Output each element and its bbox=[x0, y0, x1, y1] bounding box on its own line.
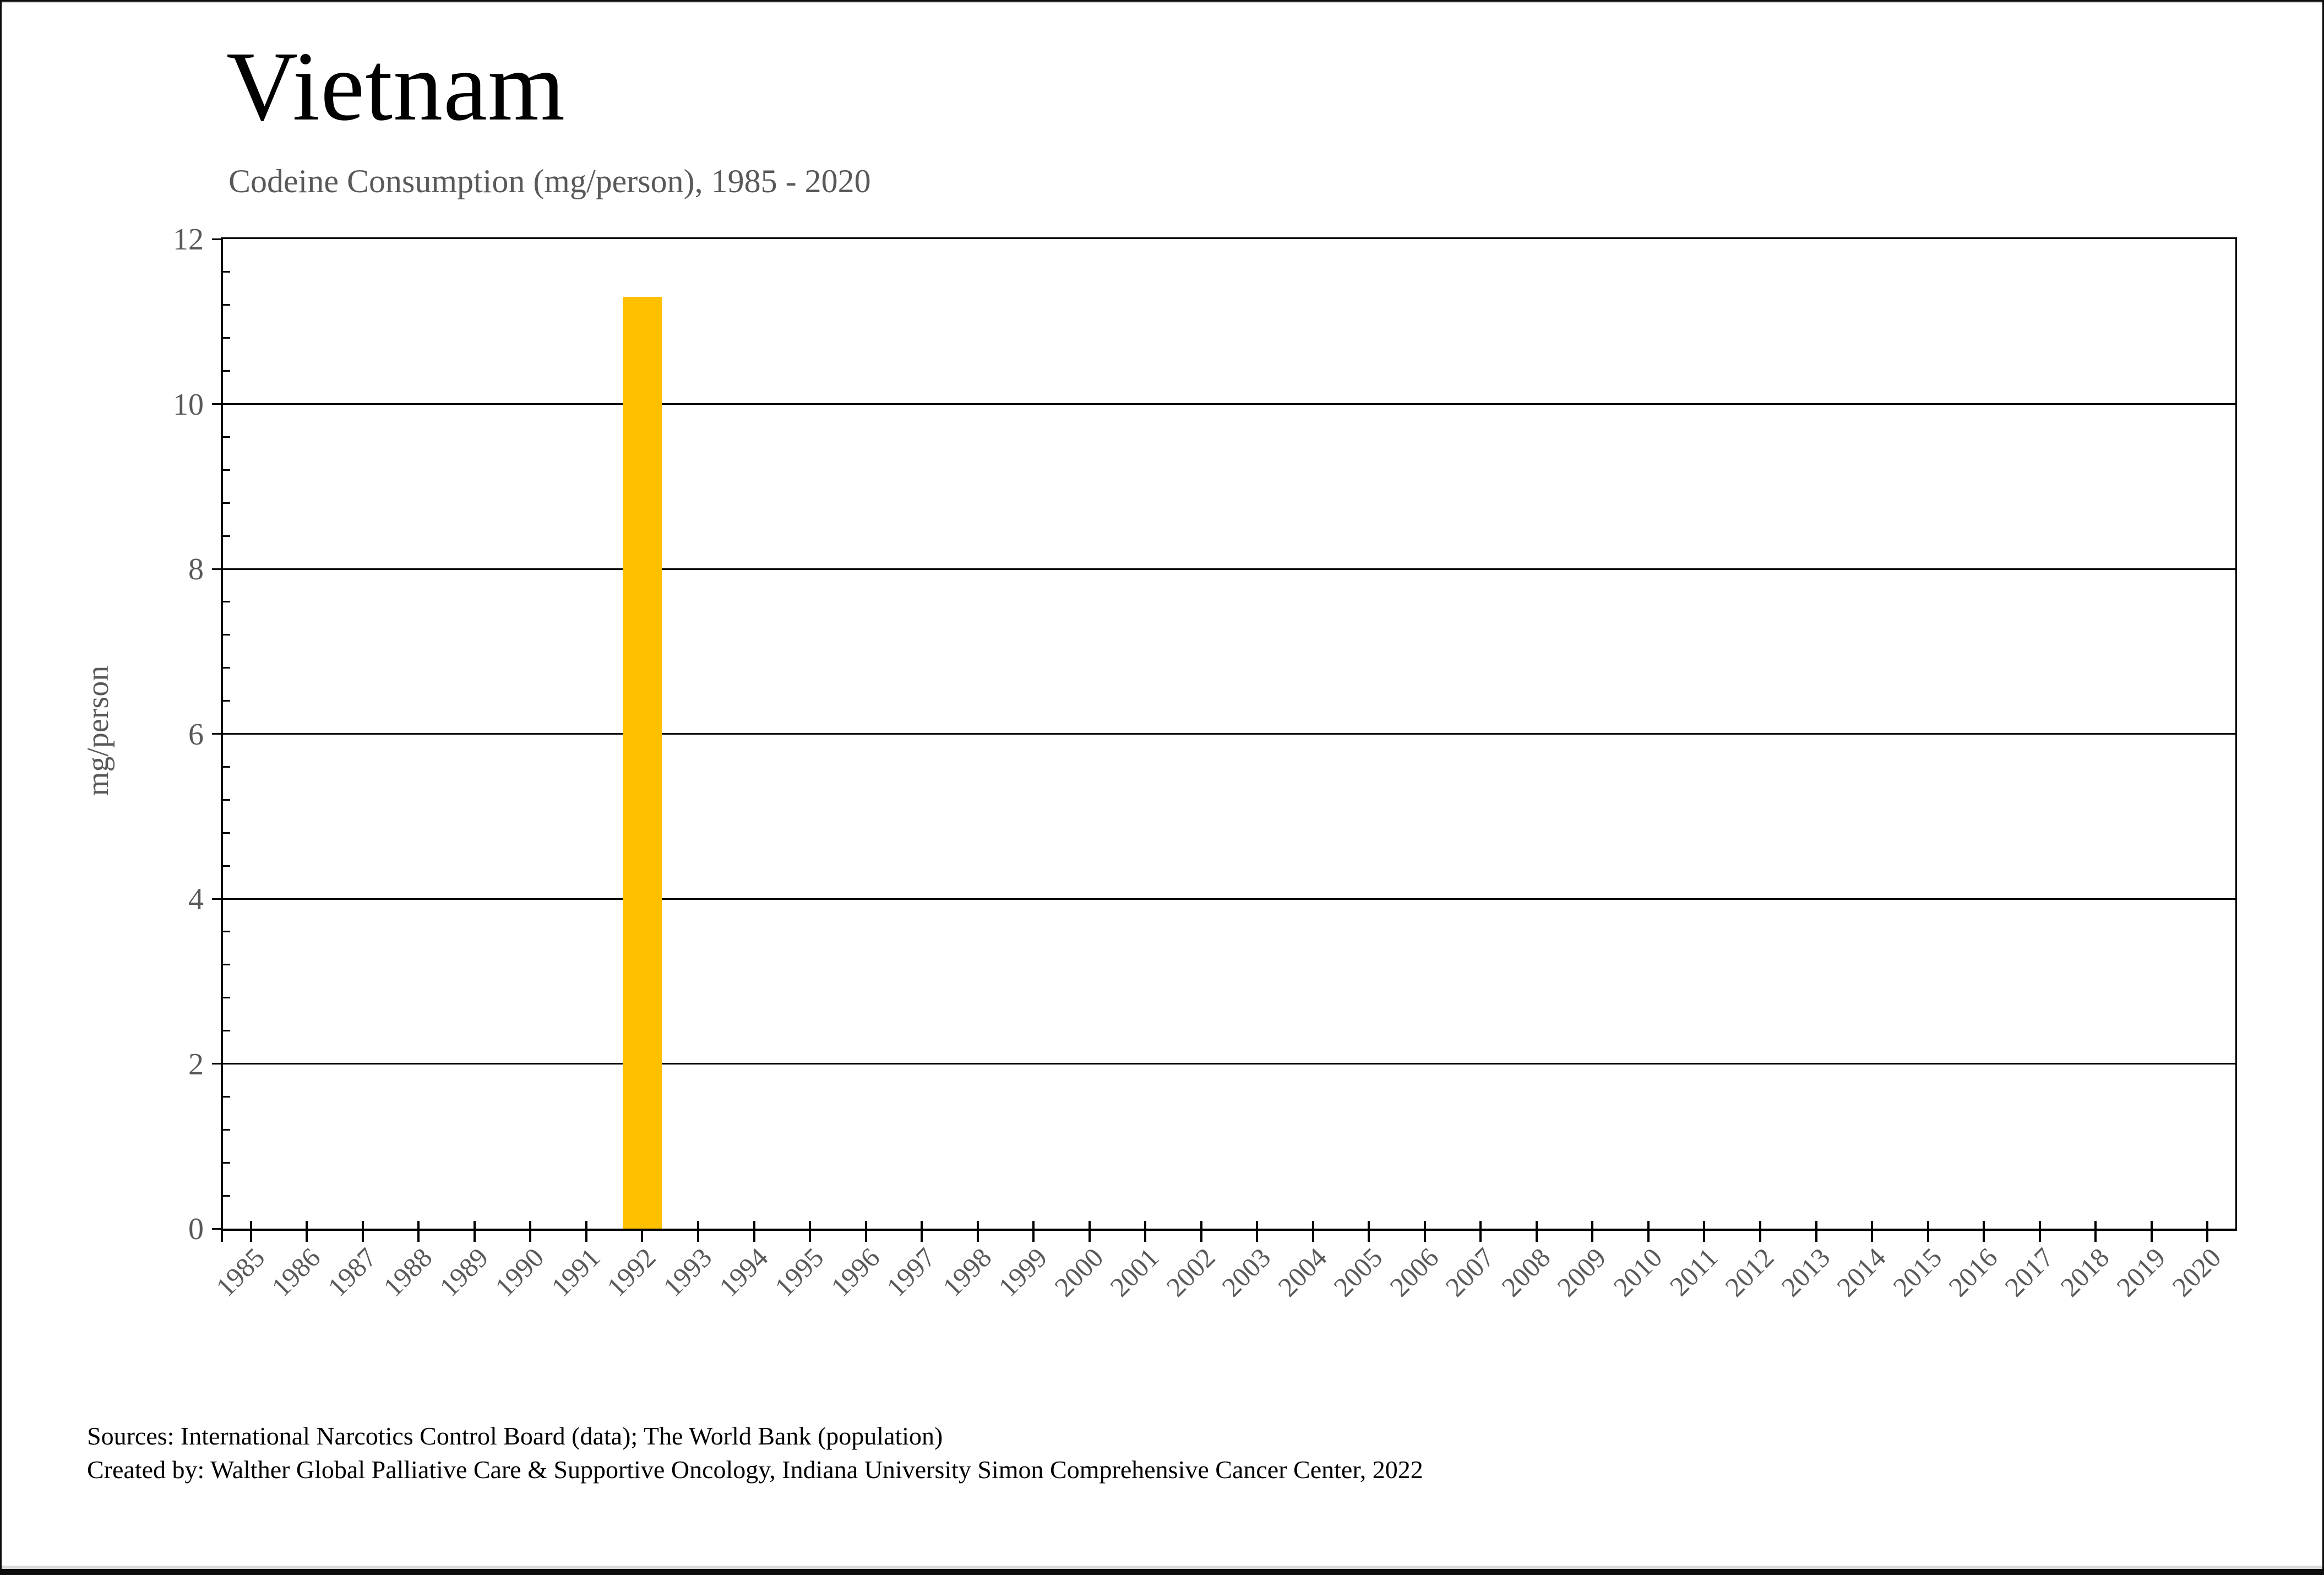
chart-title: Vietnam bbox=[226, 31, 565, 141]
y-minor-tick bbox=[223, 997, 230, 999]
plot-area: 0 2 4 6 8 10 12 1985 1986 1987 1988 1989 1990 1991 199… bbox=[173, 224, 2237, 1302]
x-tick-2002 bbox=[1200, 1221, 1202, 1242]
y-minor-tick bbox=[223, 634, 230, 636]
x-tick-1997 bbox=[921, 1221, 923, 1242]
y-axis-origin-stub bbox=[221, 1231, 223, 1242]
x-tick-1991 bbox=[585, 1221, 587, 1242]
y-tick-label-0: 0 bbox=[188, 1212, 204, 1246]
x-tick-2019 bbox=[2150, 1221, 2153, 1242]
y-minor-tick bbox=[223, 271, 230, 273]
x-tick-1999 bbox=[1032, 1221, 1035, 1242]
x-tick-2020 bbox=[2206, 1221, 2209, 1242]
x-tick-1996 bbox=[864, 1221, 867, 1242]
y-major-tick-4 bbox=[212, 898, 221, 900]
y-minor-tick bbox=[223, 865, 230, 867]
y-major-tick-10 bbox=[212, 403, 221, 405]
x-tick-1990 bbox=[529, 1221, 532, 1242]
x-tick-2000 bbox=[1088, 1221, 1091, 1242]
y-axis-title: mg/person bbox=[81, 665, 115, 796]
x-tick-1986 bbox=[306, 1221, 308, 1242]
y-minor-tick bbox=[223, 601, 230, 603]
y-minor-tick bbox=[223, 1095, 230, 1098]
source-line: Sources: International Narcotics Control… bbox=[87, 1422, 943, 1450]
y-minor-tick bbox=[223, 535, 230, 537]
y-minor-tick bbox=[223, 799, 230, 801]
y-minor-tick bbox=[223, 964, 230, 966]
window-bottom-bezel bbox=[2, 1566, 2322, 1569]
y-tick-label-10: 10 bbox=[173, 387, 204, 422]
source-attribution: Sources: International Narcotics Control… bbox=[87, 1420, 1423, 1486]
y-major-tick-6 bbox=[212, 733, 221, 735]
x-tick-1985 bbox=[249, 1221, 252, 1242]
x-tick-1987 bbox=[361, 1221, 364, 1242]
x-tick-2014 bbox=[1871, 1221, 1874, 1242]
y-minor-tick bbox=[223, 436, 230, 438]
y-minor-tick bbox=[223, 832, 230, 834]
x-tick-1988 bbox=[417, 1221, 420, 1242]
x-tick-1998 bbox=[976, 1221, 979, 1242]
x-tick-1994 bbox=[753, 1221, 755, 1242]
x-tick-2006 bbox=[1423, 1221, 1426, 1242]
y-minor-tick bbox=[223, 469, 230, 471]
x-tick-2005 bbox=[1368, 1221, 1370, 1242]
x-tick-2001 bbox=[1144, 1221, 1147, 1242]
y-tick-label-8: 8 bbox=[188, 552, 204, 586]
y-tick-label-6: 6 bbox=[188, 717, 204, 752]
x-tick-2004 bbox=[1311, 1221, 1314, 1242]
y-minor-tick bbox=[223, 667, 230, 669]
y-major-tick-12 bbox=[212, 238, 221, 240]
x-tick-2008 bbox=[1535, 1221, 1538, 1242]
window-bottom-edge bbox=[2, 1569, 2322, 1573]
bar-1992 bbox=[622, 296, 662, 1229]
y-minor-tick bbox=[223, 931, 230, 933]
y-minor-tick bbox=[223, 370, 230, 372]
x-tick-2011 bbox=[1703, 1221, 1706, 1242]
gridline-4 bbox=[223, 898, 2235, 900]
y-minor-tick bbox=[223, 1128, 230, 1131]
gridline-10 bbox=[223, 403, 2235, 405]
x-tick-2015 bbox=[1926, 1221, 1929, 1242]
y-minor-tick bbox=[223, 700, 230, 702]
y-tick-label-2: 2 bbox=[188, 1047, 204, 1082]
x-tick-2018 bbox=[2094, 1221, 2097, 1242]
gridline-2 bbox=[223, 1063, 2235, 1065]
y-minor-tick bbox=[223, 502, 230, 504]
y-major-tick-8 bbox=[212, 568, 221, 570]
x-tick-2016 bbox=[1983, 1221, 1985, 1242]
x-tick-2013 bbox=[1815, 1221, 1817, 1242]
x-tick-2010 bbox=[1647, 1221, 1650, 1242]
x-tick-2009 bbox=[1591, 1221, 1594, 1242]
gridline-6 bbox=[223, 733, 2235, 735]
y-major-tick-0 bbox=[212, 1228, 221, 1230]
y-minor-tick bbox=[223, 337, 230, 339]
x-tick-1995 bbox=[809, 1221, 812, 1242]
y-minor-tick bbox=[223, 1030, 230, 1032]
gridline-8 bbox=[223, 568, 2235, 570]
y-minor-tick bbox=[223, 304, 230, 306]
y-minor-tick bbox=[223, 1194, 230, 1197]
x-tick-2003 bbox=[1256, 1221, 1259, 1242]
window-top-bezel bbox=[2, 2, 2322, 3]
y-tick-label-12: 12 bbox=[173, 222, 204, 257]
x-tick-1992 bbox=[641, 1221, 644, 1242]
x-tick-1989 bbox=[473, 1221, 476, 1242]
y-minor-tick bbox=[223, 1161, 230, 1164]
x-tick-2017 bbox=[2038, 1221, 2041, 1242]
x-tick-2007 bbox=[1479, 1221, 1482, 1242]
y-tick-label-4: 4 bbox=[188, 882, 204, 916]
credit-line: Created by: Walther Global Palliative Ca… bbox=[87, 1455, 1423, 1484]
y-minor-tick bbox=[223, 765, 230, 768]
chart-subtitle: Codeine Consumption (mg/person), 1985 - … bbox=[228, 163, 871, 199]
y-major-tick-2 bbox=[212, 1063, 221, 1065]
x-tick-2012 bbox=[1759, 1221, 1761, 1242]
x-tick-1993 bbox=[696, 1221, 699, 1242]
